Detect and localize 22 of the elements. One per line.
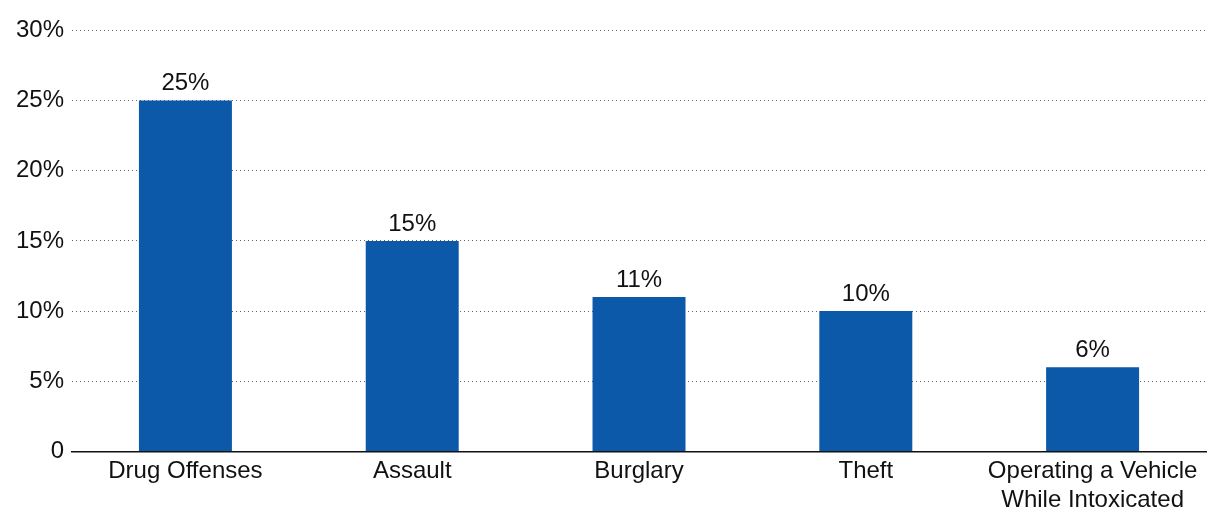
data-label: 10% xyxy=(841,278,890,306)
data-label: 25% xyxy=(161,68,210,96)
x-tick-label: Operating a Vehicle While Intoxicated xyxy=(987,456,1198,513)
x-tick-label: Burglary xyxy=(594,456,684,484)
y-tick-label: 15% xyxy=(15,225,65,253)
data-label: 6% xyxy=(1075,334,1110,362)
x-tick-label: Assault xyxy=(372,456,452,484)
data-label: 15% xyxy=(388,208,437,236)
data-label: 11% xyxy=(615,264,663,292)
bar xyxy=(1046,367,1140,451)
y-tick-label: 30% xyxy=(15,15,65,43)
bar xyxy=(819,311,913,451)
x-tick-label: Drug Offenses xyxy=(108,456,263,484)
y-tick-label: 0 xyxy=(50,436,65,464)
x-tick-label: Theft xyxy=(838,456,894,484)
bar xyxy=(365,240,459,451)
y-tick-label: 20% xyxy=(15,155,65,183)
y-tick-label: 5% xyxy=(29,365,65,393)
y-tick-label: 25% xyxy=(15,85,65,113)
bar xyxy=(592,297,686,451)
y-tick-label: 10% xyxy=(15,295,65,323)
bar xyxy=(138,100,232,451)
